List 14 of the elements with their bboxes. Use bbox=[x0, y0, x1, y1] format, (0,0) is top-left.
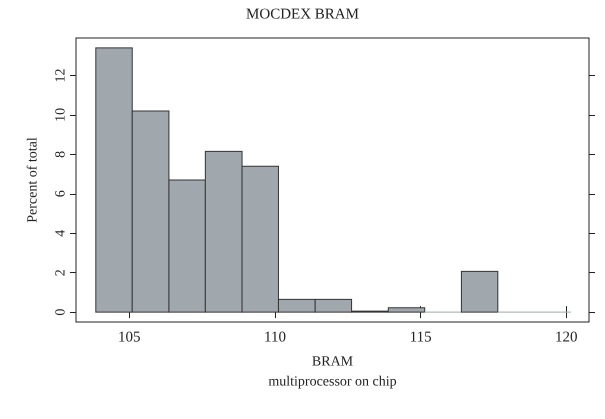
y-axis-title: Percent of total bbox=[26, 137, 40, 223]
y-tick-label: 12 bbox=[54, 68, 68, 82]
x-tick-label: 110 bbox=[264, 330, 286, 346]
y-tick-label: 10 bbox=[54, 108, 68, 122]
x-tick-label: 120 bbox=[555, 330, 578, 346]
y-tick-label: 4 bbox=[54, 230, 68, 237]
x-tick-label: 105 bbox=[118, 330, 141, 346]
chart-title: MOCDEX BRAM bbox=[246, 6, 359, 22]
y-tick-label: 6 bbox=[54, 190, 68, 198]
y-tick-label: 8 bbox=[54, 150, 68, 158]
x-tick-label: 115 bbox=[410, 330, 432, 346]
y-tick-label: 0 bbox=[54, 308, 68, 316]
x-axis-title: BRAM multiprocessor on chip bbox=[268, 354, 397, 390]
y-tick-label: 2 bbox=[54, 269, 68, 276]
